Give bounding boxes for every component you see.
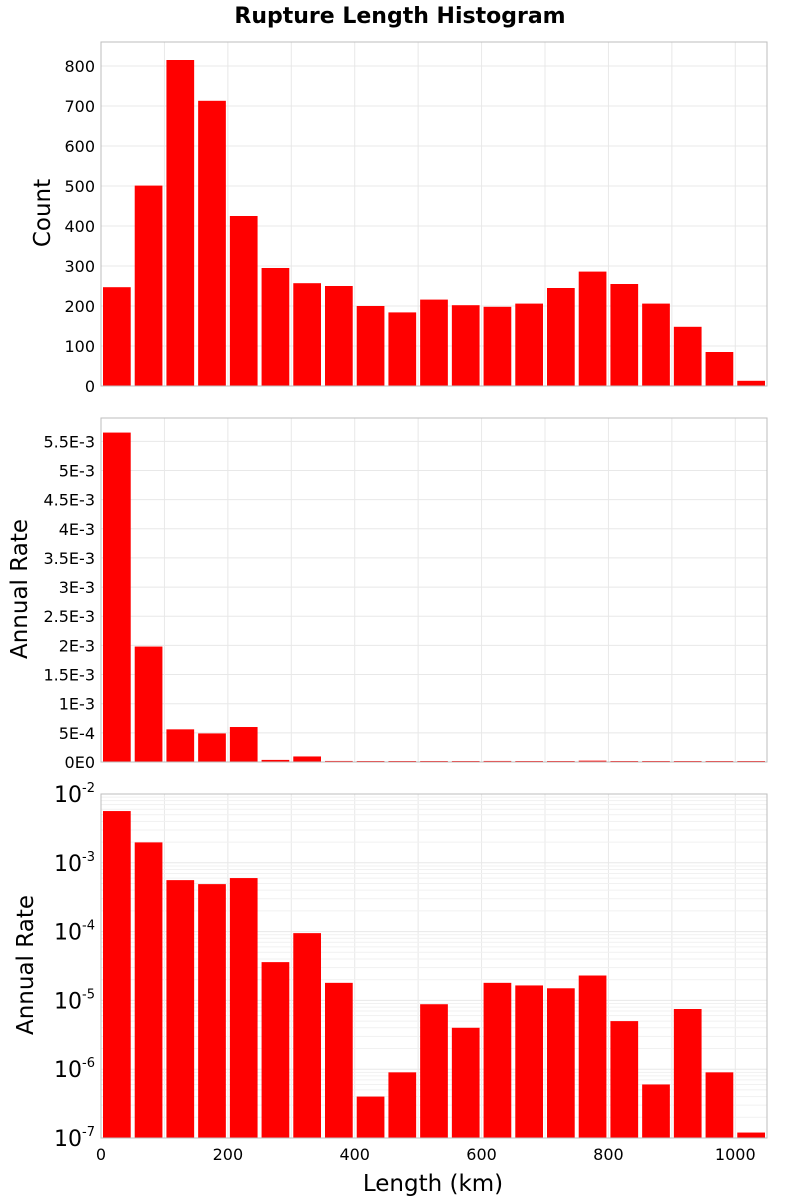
bar (705, 1072, 734, 1138)
bar (642, 303, 670, 386)
bar (166, 60, 195, 386)
bar (229, 216, 258, 386)
y-tick-label: 100 (64, 337, 95, 356)
bar (356, 306, 385, 386)
y-tick-label: 2.5E-3 (43, 607, 95, 626)
annual-rate-linear-panel: 0E0 5E-4 1E-3 1.5E-3 2E-3 2.5E-3 3E-3 3.5E-3 4E-… (43, 417, 768, 772)
y-tick-label: 0E0 (65, 753, 95, 772)
y-tick-label: 200 (64, 297, 95, 316)
y-tick-label: 700 (64, 97, 95, 116)
annual-rate-axis-label-log: Annual Rate (13, 895, 39, 1035)
bar (451, 305, 480, 386)
bar (198, 733, 226, 762)
y-tick-label: 500 (64, 177, 95, 196)
bar (673, 326, 702, 386)
bar (610, 284, 639, 386)
x-tick-label: 200 (213, 1145, 244, 1164)
bar (166, 880, 195, 1138)
y-tick-label: 1.5E-3 (43, 666, 95, 685)
bar (420, 1004, 448, 1138)
y-tick-label: 4.5E-3 (43, 491, 95, 510)
y-tick-label: 1E-3 (59, 695, 95, 714)
bar (610, 1021, 639, 1138)
bar (578, 271, 607, 386)
bar (515, 303, 543, 386)
y-tick-label: 3.5E-3 (43, 549, 95, 568)
y-tick-label: 10-3 (54, 850, 95, 877)
bar (134, 646, 163, 762)
bar (229, 727, 258, 762)
y-tick-label: 4E-3 (59, 520, 95, 539)
bar (229, 878, 258, 1138)
bar (293, 933, 321, 1138)
bar (451, 1027, 480, 1138)
bar (578, 760, 607, 762)
bar (261, 962, 290, 1138)
bar (388, 312, 417, 386)
y-tick-label: 10-5 (54, 987, 95, 1014)
bar (103, 287, 131, 386)
annual-rate-axis-label-linear: Annual Rate (7, 519, 33, 659)
bar (261, 759, 290, 762)
bar (166, 729, 195, 762)
bar (420, 299, 448, 386)
count-axis-label: Count (30, 179, 56, 247)
y-tick-label: 10-7 (54, 1125, 95, 1152)
x-tick-label: 0 (96, 1145, 106, 1164)
y-tick-label: 10-6 (54, 1056, 95, 1083)
bar (134, 842, 163, 1138)
bar (356, 1096, 385, 1138)
bar (261, 268, 290, 386)
annual-rate-log-panel: 10-7 10-6 10-5 10-4 10-3 10-2 0 200 400 600 800 100… (54, 781, 768, 1164)
bar (547, 288, 575, 386)
x-tick-label: 600 (466, 1145, 497, 1164)
bar (547, 988, 575, 1138)
x-tick-label: 1000 (715, 1145, 756, 1164)
bar (642, 1084, 670, 1138)
bar (578, 975, 607, 1138)
y-tick-label: 5E-3 (59, 461, 95, 480)
x-axis-label: Length (km) (363, 1171, 503, 1197)
y-tick-label: 5E-4 (59, 724, 95, 743)
bar (325, 982, 353, 1138)
bar (705, 352, 734, 386)
bar (483, 760, 512, 762)
x-tick-label: 400 (339, 1145, 370, 1164)
y-tick-label: 300 (64, 257, 95, 276)
bar (293, 756, 321, 762)
y-tick-label: 2E-3 (59, 636, 95, 655)
bar (737, 1132, 765, 1138)
y-tick-label: 10-2 (54, 781, 95, 808)
plot-frame (100, 417, 768, 763)
y-tick-label: 5.5E-3 (43, 432, 95, 451)
bar (293, 283, 321, 386)
bar (134, 185, 163, 386)
plot-frame (100, 793, 768, 1139)
bar (388, 1072, 417, 1138)
y-tick-label: 800 (64, 57, 95, 76)
y-tick-label: 3E-3 (59, 578, 95, 597)
bar (198, 100, 226, 387)
bar (483, 982, 512, 1138)
bar (103, 432, 131, 762)
y-tick-label: 600 (64, 137, 95, 156)
bar (198, 884, 226, 1138)
bar (325, 286, 353, 386)
x-tick-label: 800 (593, 1145, 624, 1164)
y-tick-label: 400 (64, 217, 95, 236)
y-tick-label: 0 (85, 377, 95, 396)
bar (103, 811, 131, 1138)
plot-frame (100, 41, 768, 387)
bar (483, 306, 512, 386)
chart-title: Rupture Length Histogram (234, 4, 565, 29)
y-tick-label: 10-4 (54, 919, 95, 946)
bar (737, 380, 765, 386)
bar (515, 985, 543, 1138)
bar (325, 760, 353, 762)
count-panel: 0 100 200 300 400 500 600 700 800 (64, 41, 768, 396)
bar (673, 1008, 702, 1138)
